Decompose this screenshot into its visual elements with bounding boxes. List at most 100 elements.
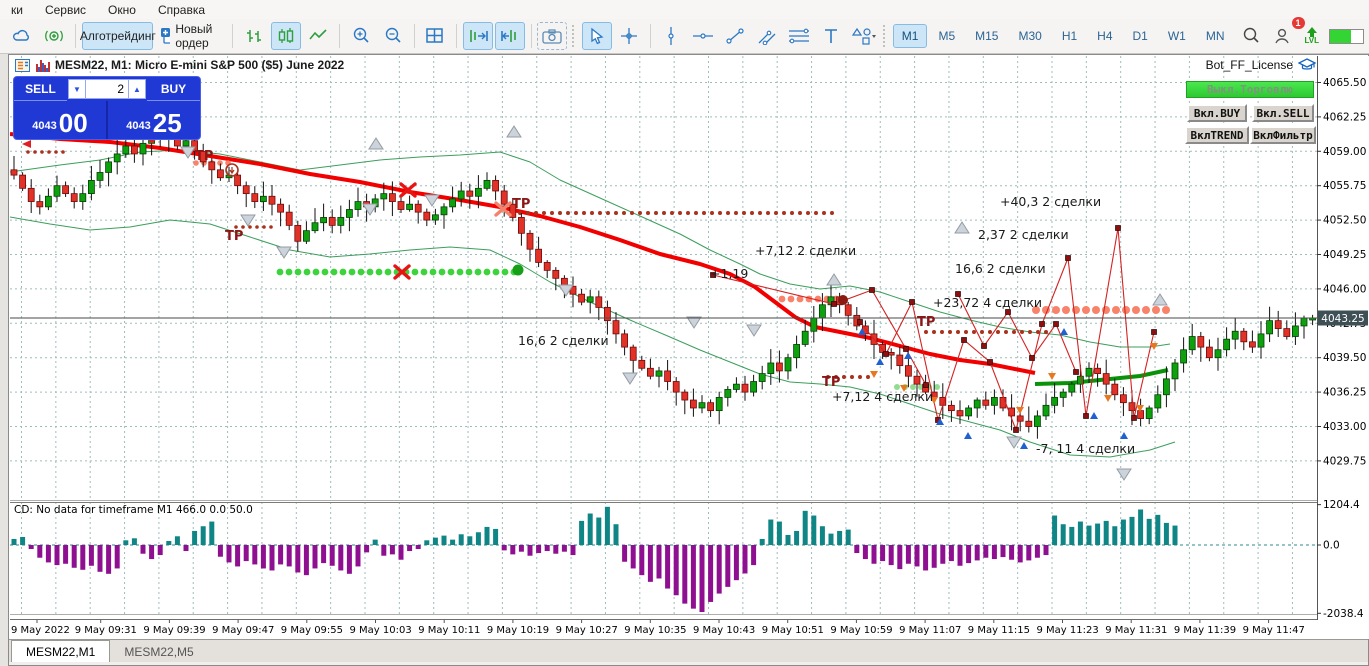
notification-badge[interactable]: 1 [1291,17,1305,29]
progress-bar [1329,28,1365,44]
toolbar-separator [232,24,234,48]
current-price-label: 4043.25 [1321,313,1364,325]
zoom-out-icon[interactable] [378,22,408,50]
timeframe-M1[interactable]: M1 [892,24,928,48]
timeframe-H4[interactable]: H4 [1097,29,1113,43]
buy-price[interactable]: 4043 25 [126,108,182,138]
sell-price[interactable]: 4043 00 [14,101,108,139]
price-axis-label: 4033.00 [1323,421,1366,433]
line-chart-icon[interactable] [303,22,333,50]
timeframe-D1[interactable]: D1 [1132,29,1148,43]
chart-canvas[interactable]: +40,3 2 сделки 2,37 2 сделки 16,6 2 сделки… [10,56,1369,639]
time-axis-label: 9 May 11:31 [1105,625,1167,636]
menu-item-1[interactable]: Сервис [44,2,87,17]
time-axis-label: 9 May 09:55 [281,625,343,636]
shift-end-icon[interactable] [462,22,493,50]
level-indicator-icon: LVL [1305,27,1319,45]
zoom-in-icon[interactable] [346,22,376,50]
price-axis-label: 4062.25 [1323,111,1366,123]
tile-windows-icon[interactable] [420,22,450,50]
toolbar-separator [75,24,76,48]
time-axis-label: 9 May 11:15 [968,625,1030,636]
chart-indicator-icon[interactable] [35,59,50,72]
search-icon[interactable] [1236,22,1266,50]
notifications-icon[interactable]: 1 [1268,17,1305,50]
new-order-button[interactable]: Новый ордер [155,22,226,50]
algotrading-button[interactable]: Алготрейдинг [80,22,156,50]
chart-title: MESM22, M1: Micro E-mini S&P 500 ($5) Ju… [55,58,345,72]
time-axis-label: 9 May 10:43 [693,625,755,636]
timeframe-M30[interactable]: M30 [1018,29,1042,43]
price-axis-label: 4059.00 [1323,146,1366,158]
tp-label: TP [917,315,935,330]
time-axis-label: 9 May 10:03 [350,625,412,636]
screenshot-icon[interactable] [537,22,568,50]
candlestick-chart-icon[interactable] [271,22,302,50]
time-axis-label: 9 May 10:19 [487,625,549,636]
toolbar-grip[interactable] [572,25,576,47]
menu-item-0[interactable]: ки [11,2,23,17]
trade-result-label: -7, 11 4 сделки [1036,441,1135,456]
cursor-icon[interactable] [581,22,612,50]
trading-toggle-button[interactable]: Выкл.Торговлю [1186,81,1314,98]
toolbar-separator [649,24,651,48]
price-axis-label: 4052.50 [1323,215,1366,227]
menu-item-2[interactable]: Окно [108,2,136,17]
crosshair-icon[interactable] [614,22,644,50]
filter-on-button[interactable]: ВклФильтр [1250,126,1316,144]
trade-result-label: 16,6 2 сделки [955,261,1046,276]
bar-chart-icon[interactable] [239,22,269,50]
trend-on-button[interactable]: ВклTREND [1185,126,1249,144]
graduation-cap-icon[interactable] [1298,58,1316,72]
buy-on-button[interactable]: Вкл.BUY [1187,104,1247,122]
vertical-line-tool-icon[interactable] [656,22,686,50]
tp-label: TP [225,229,243,244]
chart-tab-0[interactable]: MESM22,M1 [11,640,111,662]
timeframe-M15[interactable]: M15 [975,29,999,43]
sell-button[interactable]: SELL [14,77,67,101]
time-axis: 9 May 2022 9 May 09:31 9 May 09:39 9 May 09… [10,620,1369,639]
channel-tool-icon[interactable] [752,22,782,50]
trade-result-label: +23,72 4 сделки [933,295,1042,310]
fibonacci-tool-icon[interactable] [784,22,814,50]
open-account-icon[interactable] [39,22,69,50]
price-axis-label: 4039.50 [1323,352,1366,364]
price-axis-label: 4055.75 [1323,180,1366,192]
time-axis-label: 9 May 10:51 [762,625,824,636]
indicator-lines-layer [10,132,1176,458]
timeframe-MN[interactable]: MN [1205,29,1225,43]
timeframe-M5[interactable]: M5 [938,29,956,43]
sell-on-button[interactable]: Вкл.SELL [1252,104,1314,122]
chart-tab-1[interactable]: MESM22,M5 [124,644,194,659]
price-axis-label: 4029.75 [1323,455,1366,467]
shapes-tool-icon[interactable] [848,22,878,50]
time-axis-label: 9 May 09:31 [75,625,137,636]
price-axis-label: 4065.50 [1323,77,1366,89]
time-axis-label: 9 May 09:47 [212,625,274,636]
volume-down-button[interactable]: ▼ [68,79,86,99]
timeframe-W1[interactable]: W1 [1167,29,1186,43]
chart-list-icon[interactable] [15,58,30,72]
cloud-sync-icon[interactable] [7,22,37,50]
horizontal-line-tool-icon[interactable] [688,22,718,50]
text-tool-icon[interactable] [816,22,846,50]
time-axis-label: 9 May 11:47 [1243,625,1305,636]
toolbar-separator [339,24,340,48]
buy-button[interactable]: BUY [147,77,200,101]
toolbar: Алготрейдинг Новый ордер [0,17,1369,54]
auto-scroll-icon[interactable] [494,22,525,50]
toolbar-separator [456,24,457,48]
tp-label: TP [512,197,530,212]
status-strip [9,661,1368,665]
menu-bar: ки Сервис Окно Справка [0,0,1369,20]
menu-item-3[interactable]: Справка [157,2,206,17]
volume-up-button[interactable]: ▲ [128,79,146,99]
fractal-arrows-layer [180,125,1168,481]
time-axis-label: 9 May 11:07 [899,625,961,636]
trendline-tool-icon[interactable] [720,22,750,50]
trade-result-label: +40,3 2 сделки [1000,194,1101,209]
toolbar-grip[interactable] [883,25,887,47]
indicator-axis-label: 0.0 [1323,540,1340,552]
timeframe-H1[interactable]: H1 [1061,29,1078,43]
volume-value[interactable]: 2 [86,79,128,99]
